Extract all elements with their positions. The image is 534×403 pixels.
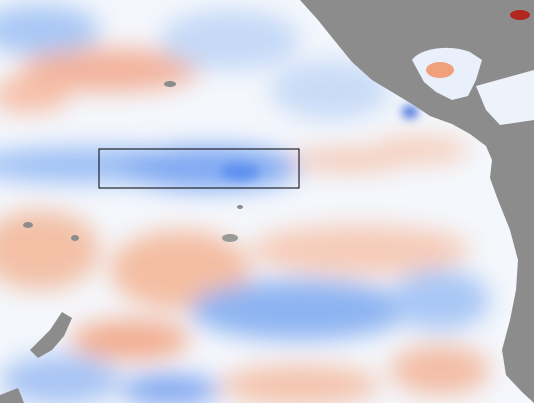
warm-spot [510,10,530,20]
caribbean [476,70,534,125]
land-sw [0,388,24,403]
land-new-zealand [30,312,72,358]
island [164,81,176,87]
nino-region-box [98,148,300,189]
island [23,222,33,228]
island [237,205,243,209]
anomaly-field [0,5,490,403]
gulf-warm [426,62,454,78]
land-americas [300,0,534,403]
island [71,235,79,241]
island [222,234,238,242]
land-ne [498,0,534,40]
